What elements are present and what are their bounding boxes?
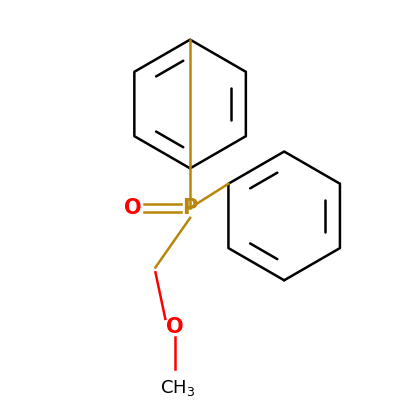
Text: P: P <box>182 198 198 218</box>
Text: CH$_3$: CH$_3$ <box>160 378 195 398</box>
Text: O: O <box>166 317 184 337</box>
Text: O: O <box>124 198 142 218</box>
